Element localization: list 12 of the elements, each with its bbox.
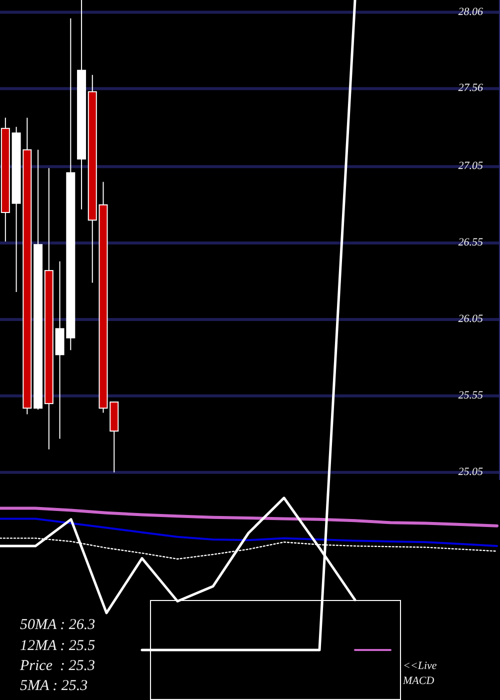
y-tick-label: 27.56 [458,82,484,94]
text: Price : 25.3 [19,658,95,674]
y-tick-label: 25.55 [458,389,484,402]
y-tick-label: 25.05 [458,466,484,478]
y-tick-label: 28.06 [458,6,484,18]
annotation: 12MA : 25.5 [20,638,96,654]
text: <<Live MACD [402,660,437,687]
y-tick-label: 26.05 [458,313,484,326]
y-tick-label: 27.05 [458,160,484,172]
text: 5MA : 25.3 [20,678,88,694]
y-tick-label: 26.55 [458,236,484,249]
annotation: 50MA : 26.3 [20,617,96,633]
